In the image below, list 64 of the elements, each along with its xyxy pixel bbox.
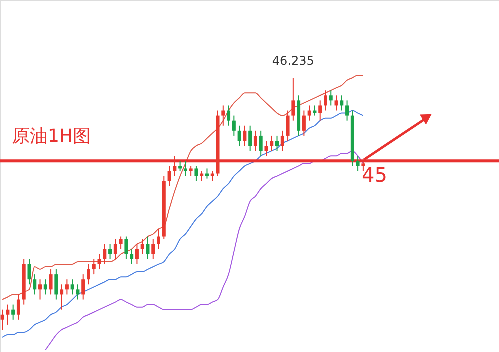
candlestick <box>86 264 90 286</box>
candlestick <box>76 284 80 300</box>
candlestick <box>248 125 252 152</box>
candlestick <box>54 269 58 300</box>
candlestick <box>356 156 360 172</box>
candlestick <box>276 135 280 152</box>
candlestick <box>292 78 296 122</box>
candlestick <box>168 166 172 187</box>
candlestick <box>119 236 123 250</box>
candlestick <box>227 105 231 126</box>
candlestick <box>346 100 350 122</box>
candlestick <box>232 115 236 136</box>
candlestick <box>60 284 64 310</box>
candlestick <box>210 170 214 182</box>
candlestick <box>82 274 86 300</box>
candlestick <box>49 269 53 296</box>
candlestick <box>98 254 102 270</box>
candlestick <box>12 304 16 320</box>
candlestick <box>28 258 32 286</box>
candlestick <box>318 100 322 122</box>
candlestick <box>189 166 193 177</box>
candlestick <box>222 105 226 126</box>
candlestick <box>200 170 204 182</box>
candlestick <box>92 258 96 276</box>
candlestick <box>259 130 263 157</box>
candlestick <box>324 90 328 112</box>
candlestick <box>135 244 139 265</box>
candlestick <box>0 309 4 330</box>
candlestick <box>108 244 112 260</box>
candlestick <box>286 110 290 142</box>
annotation: 45 <box>362 163 388 188</box>
candlestick <box>280 130 284 152</box>
candlestick <box>140 238 144 255</box>
annotation: 46.235 <box>272 54 314 68</box>
candlestick <box>146 236 150 260</box>
candlestick <box>157 228 161 250</box>
candlestick <box>114 238 118 260</box>
candlestick <box>65 279 69 296</box>
candlestick <box>313 105 317 116</box>
candlestick <box>264 140 268 157</box>
candlestick <box>243 125 247 147</box>
candlestick <box>33 274 37 296</box>
candlestick <box>340 95 344 112</box>
candlestick <box>103 244 107 265</box>
candlestick <box>329 90 333 106</box>
candlestick <box>130 248 134 265</box>
candlestick <box>16 294 20 320</box>
candlestick <box>270 135 274 152</box>
candlestick <box>302 110 306 136</box>
candlestick <box>254 130 258 152</box>
candlestick <box>44 279 48 296</box>
candlestick <box>184 160 188 177</box>
candlestick <box>70 279 74 296</box>
candlestick <box>6 304 10 326</box>
candlestick <box>152 238 156 260</box>
candlestick <box>178 160 182 172</box>
text: 原油1H图 <box>12 126 91 147</box>
candlestick <box>124 236 128 260</box>
candlestick <box>38 279 42 300</box>
candlestick <box>205 168 209 180</box>
candlestick <box>334 95 338 112</box>
candlestick <box>308 105 312 122</box>
candlestick <box>194 166 198 182</box>
candlestick <box>238 125 242 147</box>
